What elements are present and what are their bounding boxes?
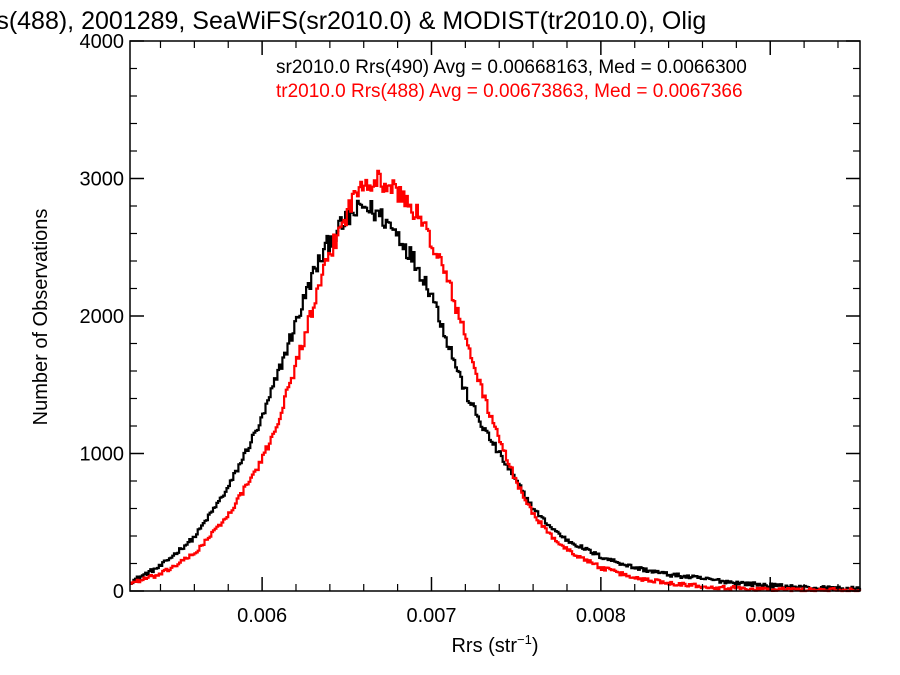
y-tick-label: 4000 [80, 31, 125, 53]
y-tick-label: 1000 [80, 444, 125, 466]
legend-entry-sr2010: sr2010.0 Rrs(490) Avg = 0.00668163, Med … [276, 57, 747, 78]
histogram-series-0 [130, 199, 862, 592]
x-tick-label: 0.009 [745, 605, 795, 627]
x-tick-label: 0.008 [576, 605, 626, 627]
x-axis-label-main: Rrs (str [451, 635, 517, 657]
plot-frame [129, 40, 861, 592]
x-axis-label-close: ) [532, 635, 539, 657]
x-axis-label-superscript: −1 [517, 632, 532, 647]
x-tick-label: 0.006 [237, 605, 287, 627]
x-axis-label: Rrs (str−1) [451, 632, 538, 657]
chart-title: rs(488), 2001289, SeaWiFS(sr2010.0) & MO… [0, 7, 706, 35]
y-tick-label: 3000 [80, 169, 125, 191]
x-tick-label: 0.007 [406, 605, 456, 627]
plot-area: 0.006 0.007 0.008 0.009 0 1000 2000 3000 4000 [80, 31, 862, 627]
legend-entry-tr2010: tr2010.0 Rrs(488) Avg = 0.00673863, Med … [276, 81, 743, 102]
y-tick-label: 0 [113, 581, 124, 603]
y-axis-label: Number of Observations [30, 209, 52, 426]
y-tick-label: 2000 [80, 306, 125, 328]
histogram-series-1 [130, 169, 862, 593]
